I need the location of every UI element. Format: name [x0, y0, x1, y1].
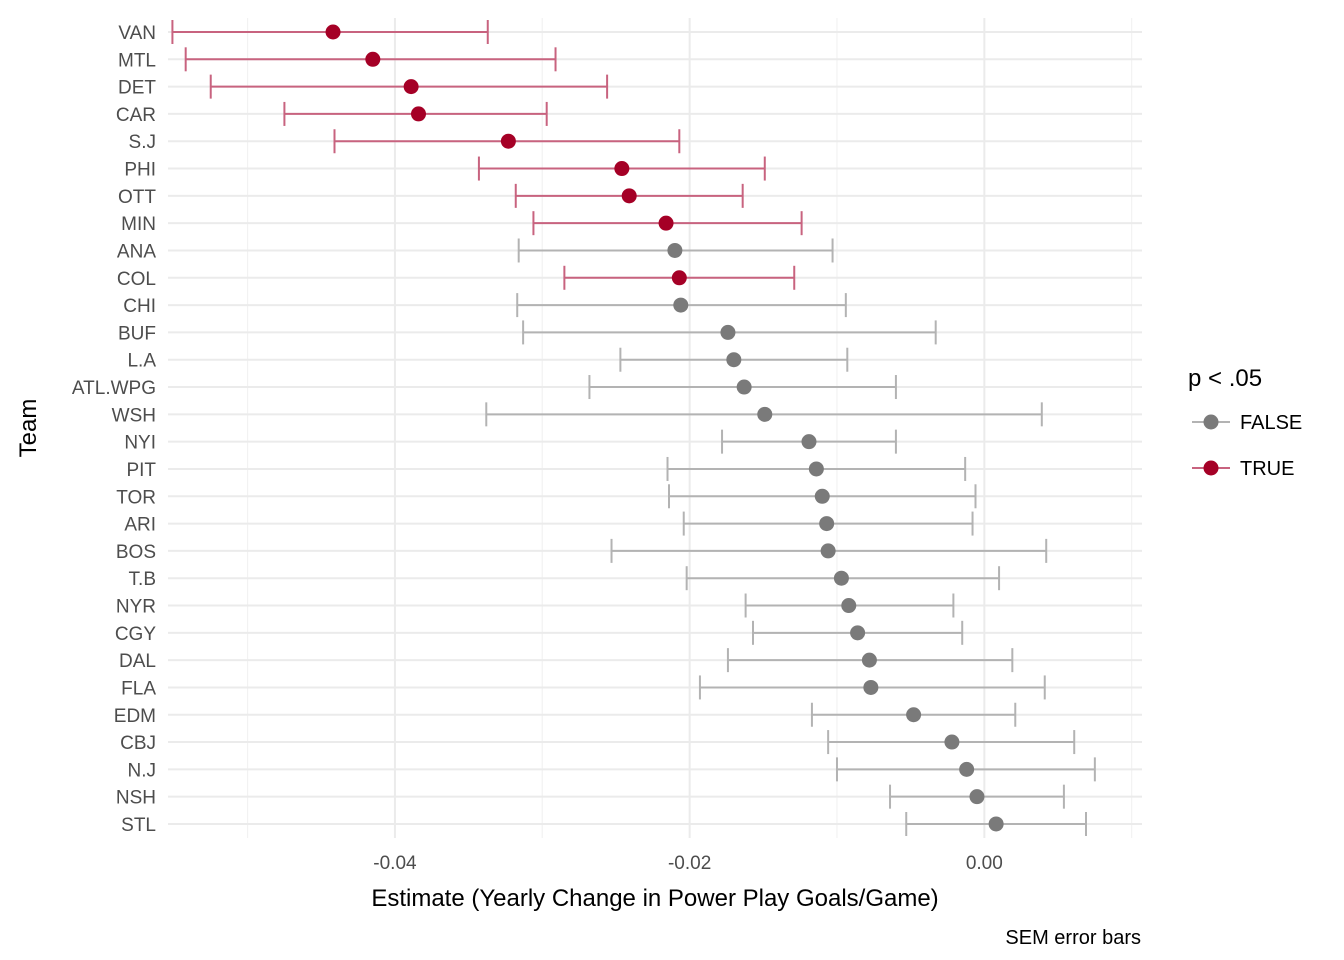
y-tick-label: EDM: [114, 706, 156, 727]
legend: p < .05 FALSE TRUE: [1188, 365, 1302, 480]
estimate-point: [736, 379, 752, 395]
y-tick-label: PHI: [124, 160, 156, 181]
y-tick-label: DET: [118, 78, 156, 99]
legend-label: TRUE: [1240, 458, 1294, 480]
estimate-point: [325, 24, 341, 40]
estimate-point: [621, 188, 637, 204]
y-tick-label: ARI: [124, 515, 156, 536]
estimate-point: [819, 516, 835, 532]
y-tick-label: L.A: [127, 351, 156, 372]
y-tick-label: BUF: [118, 323, 156, 344]
estimate-point: [841, 598, 857, 614]
y-tick-label: TOR: [116, 487, 156, 508]
estimate-point: [833, 570, 849, 586]
y-tick-label: CGY: [115, 624, 157, 645]
caption: SEM error bars: [1005, 927, 1141, 949]
y-tick-label: CBJ: [120, 733, 156, 754]
y-tick-label: STL: [121, 815, 156, 836]
y-tick-label: COL: [117, 269, 156, 290]
y-tick-label: ANA: [117, 241, 156, 262]
y-tick-label: CHI: [123, 296, 156, 317]
estimate-point: [726, 352, 742, 368]
estimate-point: [720, 324, 736, 340]
y-tick-label: T.B: [129, 569, 156, 590]
legend-title: p < .05: [1188, 365, 1262, 392]
y-tick-label: OTT: [118, 187, 156, 208]
estimate-point: [614, 161, 630, 177]
y-tick-label: PIT: [126, 460, 156, 481]
legend-label: FALSE: [1240, 412, 1302, 434]
estimate-point: [671, 270, 687, 286]
estimate-point: [861, 652, 877, 668]
x-tick-labels: -0.04 -0.02 0.00: [373, 853, 1003, 874]
estimate-point: [410, 106, 426, 122]
y-tick-label: FLA: [121, 678, 156, 699]
estimate-points: [325, 24, 1004, 832]
estimate-point: [667, 242, 683, 258]
estimate-point: [658, 215, 674, 231]
estimate-point: [944, 734, 960, 750]
y-tick-label: S.J: [129, 132, 156, 153]
legend-entry: FALSE: [1192, 412, 1302, 434]
estimate-point: [808, 461, 824, 477]
legend-entry: TRUE: [1192, 458, 1294, 480]
estimate-point: [969, 789, 985, 805]
y-tick-label: N.J: [128, 760, 157, 781]
y-tick-label: NYI: [124, 433, 156, 454]
y-tick-label: BOS: [116, 542, 156, 563]
y-axis-title: Team: [15, 399, 42, 458]
estimate-point: [820, 543, 836, 559]
legend-entries: FALSE TRUE: [1192, 412, 1302, 480]
minor-gridlines: [246, 18, 1133, 838]
estimate-point: [959, 761, 975, 777]
y-tick-label: DAL: [119, 651, 156, 672]
y-tick-label: CAR: [116, 105, 156, 126]
estimate-point: [365, 51, 381, 67]
y-tick-label: MIN: [121, 214, 156, 235]
estimate-point: [906, 707, 922, 723]
x-axis-title: Estimate (Yearly Change in Power Play Go…: [371, 885, 938, 912]
legend-key-point: [1203, 460, 1219, 476]
estimate-point: [801, 434, 817, 450]
estimate-point: [673, 297, 689, 313]
estimate-point: [863, 679, 879, 695]
estimate-point: [403, 79, 419, 95]
estimate-point: [988, 816, 1004, 832]
legend-key-point: [1203, 414, 1219, 430]
estimate-point: [757, 406, 773, 422]
error-bars: [171, 20, 1096, 836]
estimate-point: [500, 133, 516, 149]
x-tick-label: -0.02: [668, 853, 711, 874]
y-tick-label: WSH: [112, 405, 156, 426]
y-tick-label: NSH: [116, 788, 156, 809]
estimate-point: [814, 488, 830, 504]
x-tick-label: 0.00: [966, 853, 1003, 874]
estimate-point: [850, 625, 866, 641]
y-tick-label: MTL: [118, 50, 156, 71]
y-tick-label: NYR: [116, 597, 156, 618]
y-tick-label: ATL.WPG: [72, 378, 156, 399]
x-tick-label: -0.04: [373, 853, 417, 874]
y-tick-label: VAN: [118, 23, 156, 44]
y-tick-labels: VAN MTL DET CAR S.J PHI OTT MIN ANA COL CHI BUF L.A A…: [72, 23, 157, 836]
